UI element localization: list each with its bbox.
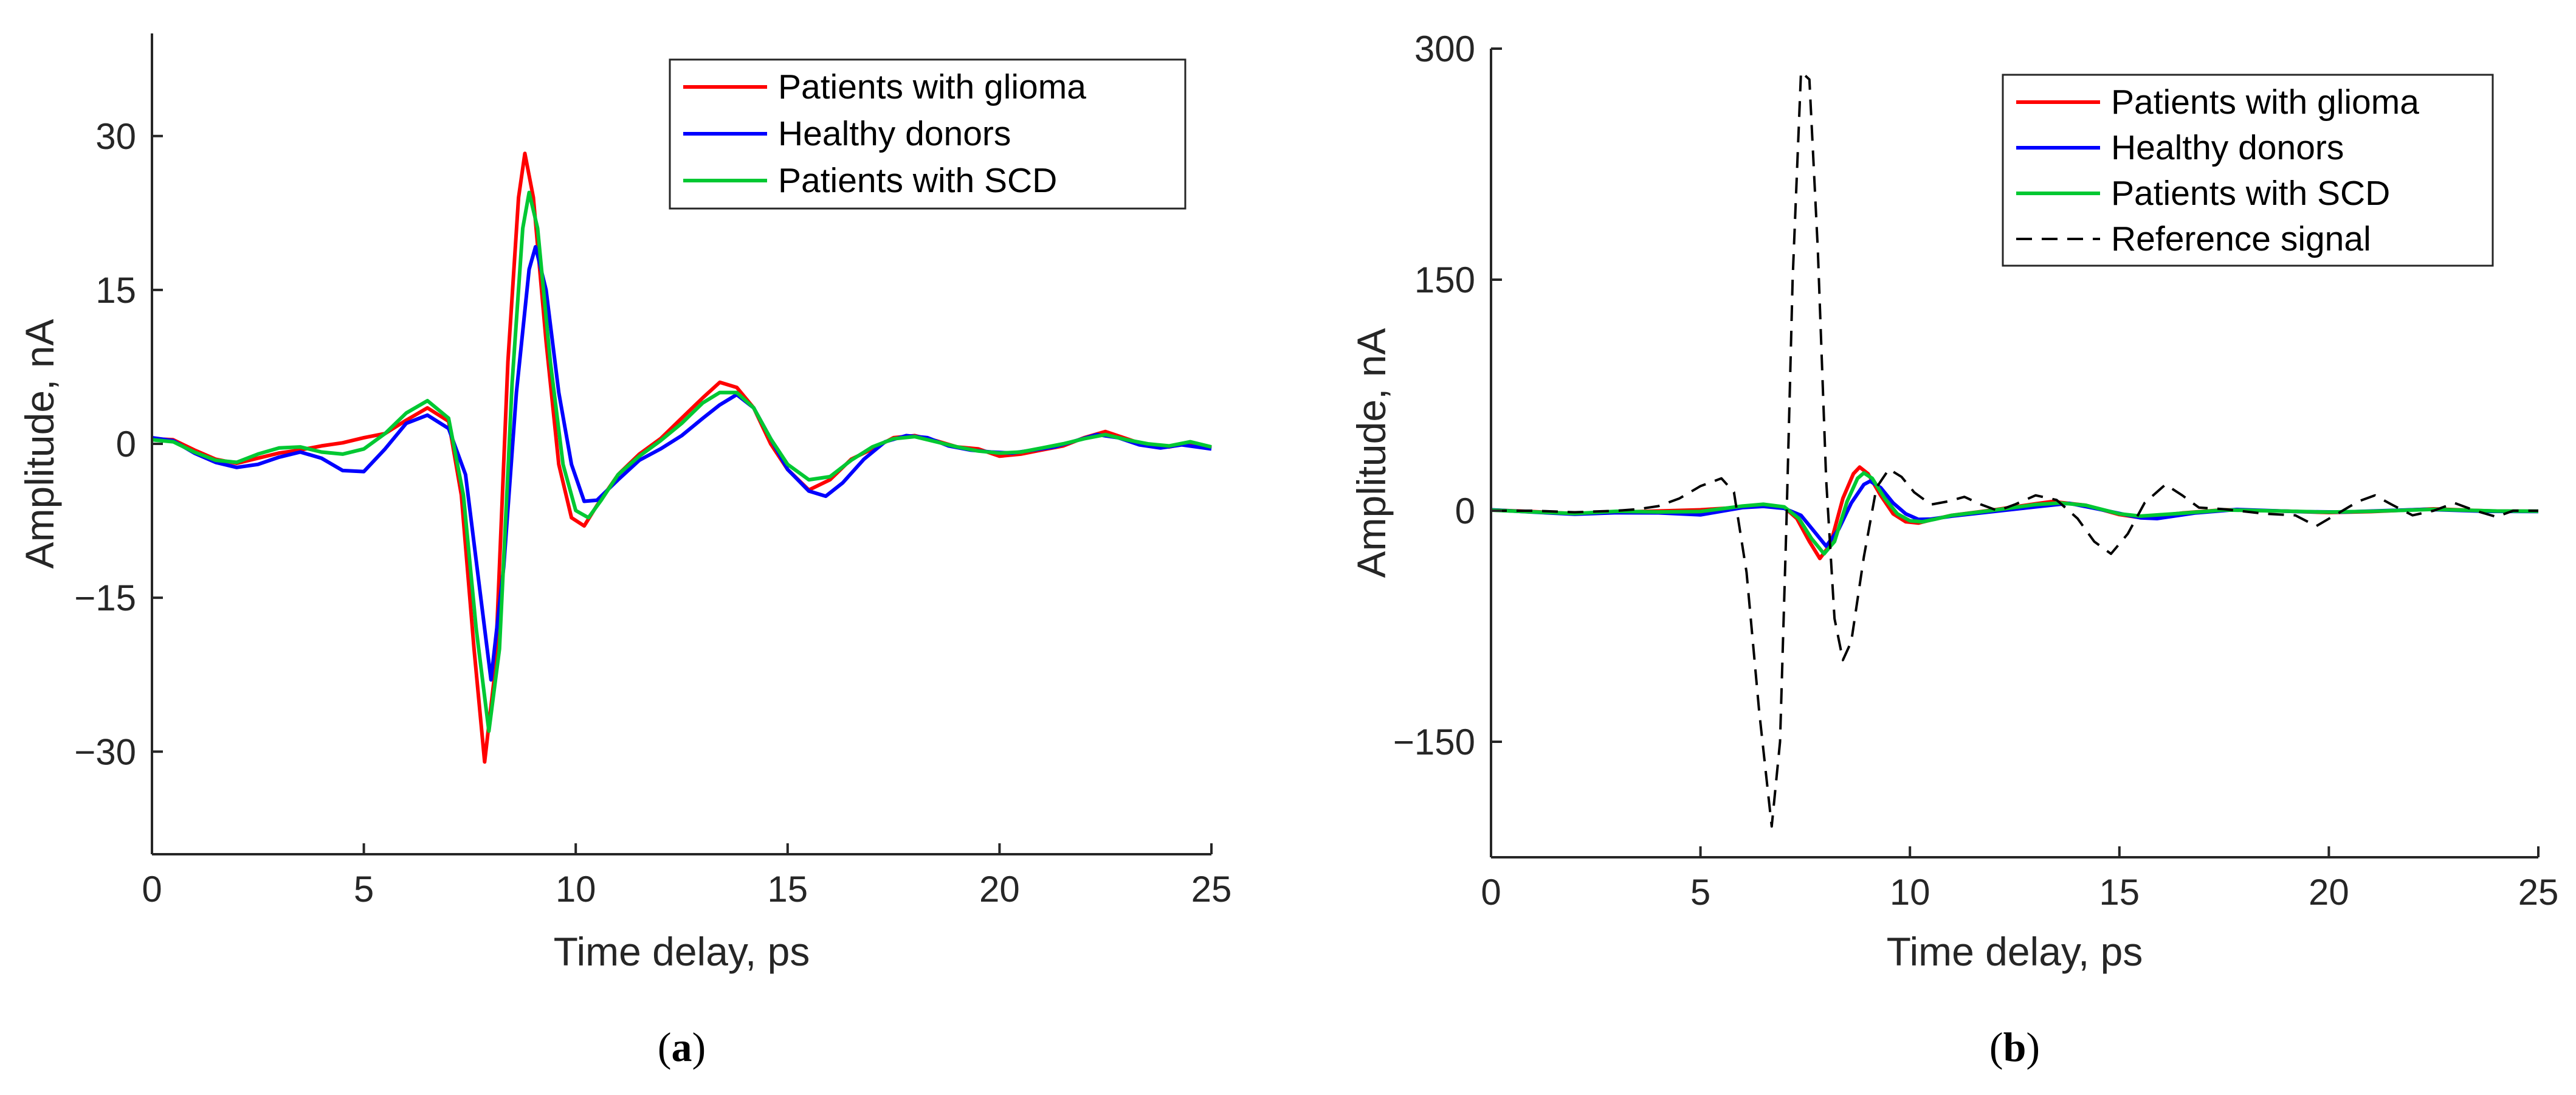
x-tick-label: 0 — [142, 869, 162, 910]
legend-entry-label: Patients with glioma — [2111, 83, 2419, 122]
x-tick-label: 15 — [767, 869, 808, 910]
x-tick-label: 5 — [354, 869, 374, 910]
x-tick-label: 25 — [1191, 869, 1232, 910]
x-tick-label: 20 — [2309, 872, 2349, 913]
y-tick-label: 150 — [1414, 260, 1475, 300]
series-line-4 — [1491, 71, 2538, 828]
y-tick-label: 0 — [1455, 491, 1475, 531]
caption-open-paren: ( — [1989, 1024, 2003, 1070]
legend-box — [2002, 74, 2494, 267]
chart-panel-a: 0 5 10 15 20 25 −30 −15 0 15 30 Patients with glio… — [17, 33, 1232, 1070]
legend-entry-label: Patients with glioma — [778, 67, 1086, 106]
y-tick-label: 300 — [1414, 29, 1475, 69]
caption-close-paren: ) — [692, 1024, 706, 1070]
legend-entry-label: Healthy donors — [2111, 128, 2344, 167]
x-tick-label: 10 — [1890, 872, 1930, 913]
x-axis-label: Time delay, ps — [554, 929, 810, 974]
caption-letter: a — [672, 1024, 692, 1070]
y-axis-label: Amplitude, nA — [1349, 328, 1394, 578]
x-tick-label: 25 — [2518, 872, 2559, 913]
y-tick-label: −150 — [1393, 722, 1475, 762]
x-tick-label: 15 — [2099, 872, 2140, 913]
chart-panel-b: 0 5 10 15 20 25 −150 0 150 300 Patients with glio… — [1349, 29, 2559, 1070]
legend-entry-label: Reference signal — [2111, 219, 2371, 258]
y-tick-label: −30 — [74, 731, 136, 772]
legend-entry-label: Healthy donors — [778, 114, 1011, 153]
y-axis-label: Amplitude, nA — [17, 319, 62, 569]
y-tick-label: 0 — [116, 424, 136, 465]
panel-caption: (b) — [1989, 1024, 2040, 1070]
caption-letter: b — [2003, 1024, 2027, 1070]
series-line-3 — [151, 190, 1212, 733]
caption-close-paren: ) — [2026, 1024, 2040, 1070]
y-tick-label: −15 — [74, 578, 136, 618]
panel-caption: (a) — [658, 1024, 706, 1070]
legend-entry-label: Patients with SCD — [778, 161, 1057, 200]
legend-entry-label: Patients with SCD — [2111, 174, 2390, 213]
caption-open-paren: ( — [658, 1024, 672, 1070]
x-tick-label: 10 — [556, 869, 596, 910]
y-tick-label: 30 — [95, 116, 136, 157]
x-axis-label: Time delay, ps — [1887, 929, 2143, 974]
x-tick-label: 0 — [1481, 872, 1501, 913]
x-tick-label: 5 — [1690, 872, 1710, 913]
y-tick-label: 15 — [95, 270, 136, 311]
x-tick-label: 20 — [979, 869, 1020, 910]
